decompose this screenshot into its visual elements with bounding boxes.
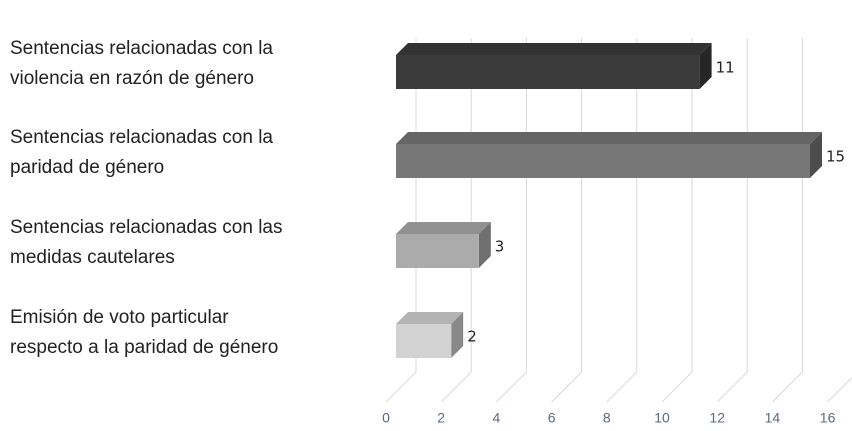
category-label: medidas cautelares	[10, 247, 175, 268]
value-label: 2	[467, 328, 477, 346]
bar	[396, 55, 700, 89]
category-label: Sentencias relacionadas con las	[10, 217, 283, 238]
floor-grid-line	[385, 371, 417, 403]
category-label: respecto a la paridad de género	[10, 337, 278, 358]
bar-top	[396, 43, 712, 55]
category-label: paridad de género	[10, 157, 164, 178]
floor-grid-line	[772, 371, 803, 403]
x-tick-label: 0	[382, 410, 390, 426]
floor-grid-line	[827, 376, 852, 403]
category-label: Sentencias relacionadas con la	[10, 38, 273, 59]
x-tick-label: 16	[820, 410, 836, 426]
bar	[396, 324, 452, 358]
x-tick-label: 12	[709, 410, 725, 426]
bar-top	[396, 222, 491, 234]
floor-grid-line	[551, 371, 582, 403]
category-label: violencia en razón de género	[10, 68, 254, 89]
x-tick-label: 6	[548, 410, 556, 426]
x-tick-label: 2	[437, 410, 445, 426]
bar-side	[810, 132, 822, 178]
bar	[396, 144, 810, 178]
value-label: 3	[495, 238, 505, 256]
x-tick-label: 14	[765, 410, 781, 426]
category-label: Emisión de voto particular	[10, 307, 229, 328]
floor-grid-line	[661, 371, 693, 403]
bar	[396, 234, 479, 268]
floor-grid-line	[440, 371, 472, 403]
value-label: 15	[826, 148, 845, 166]
value-label: 11	[716, 59, 735, 77]
category-label: Sentencias relacionadas con la	[10, 127, 273, 148]
floor-grid-line	[716, 371, 748, 403]
x-tick-label: 4	[493, 410, 501, 426]
bar-side	[478, 222, 491, 268]
bar-top	[396, 132, 822, 144]
bar-side	[451, 312, 464, 358]
bar-top	[396, 312, 464, 324]
x-tick-label: 10	[654, 410, 670, 426]
bar-side	[699, 43, 712, 89]
floor-grid-line	[606, 371, 638, 403]
x-tick-label: 8	[603, 410, 611, 426]
floor-grid-line	[496, 371, 527, 403]
